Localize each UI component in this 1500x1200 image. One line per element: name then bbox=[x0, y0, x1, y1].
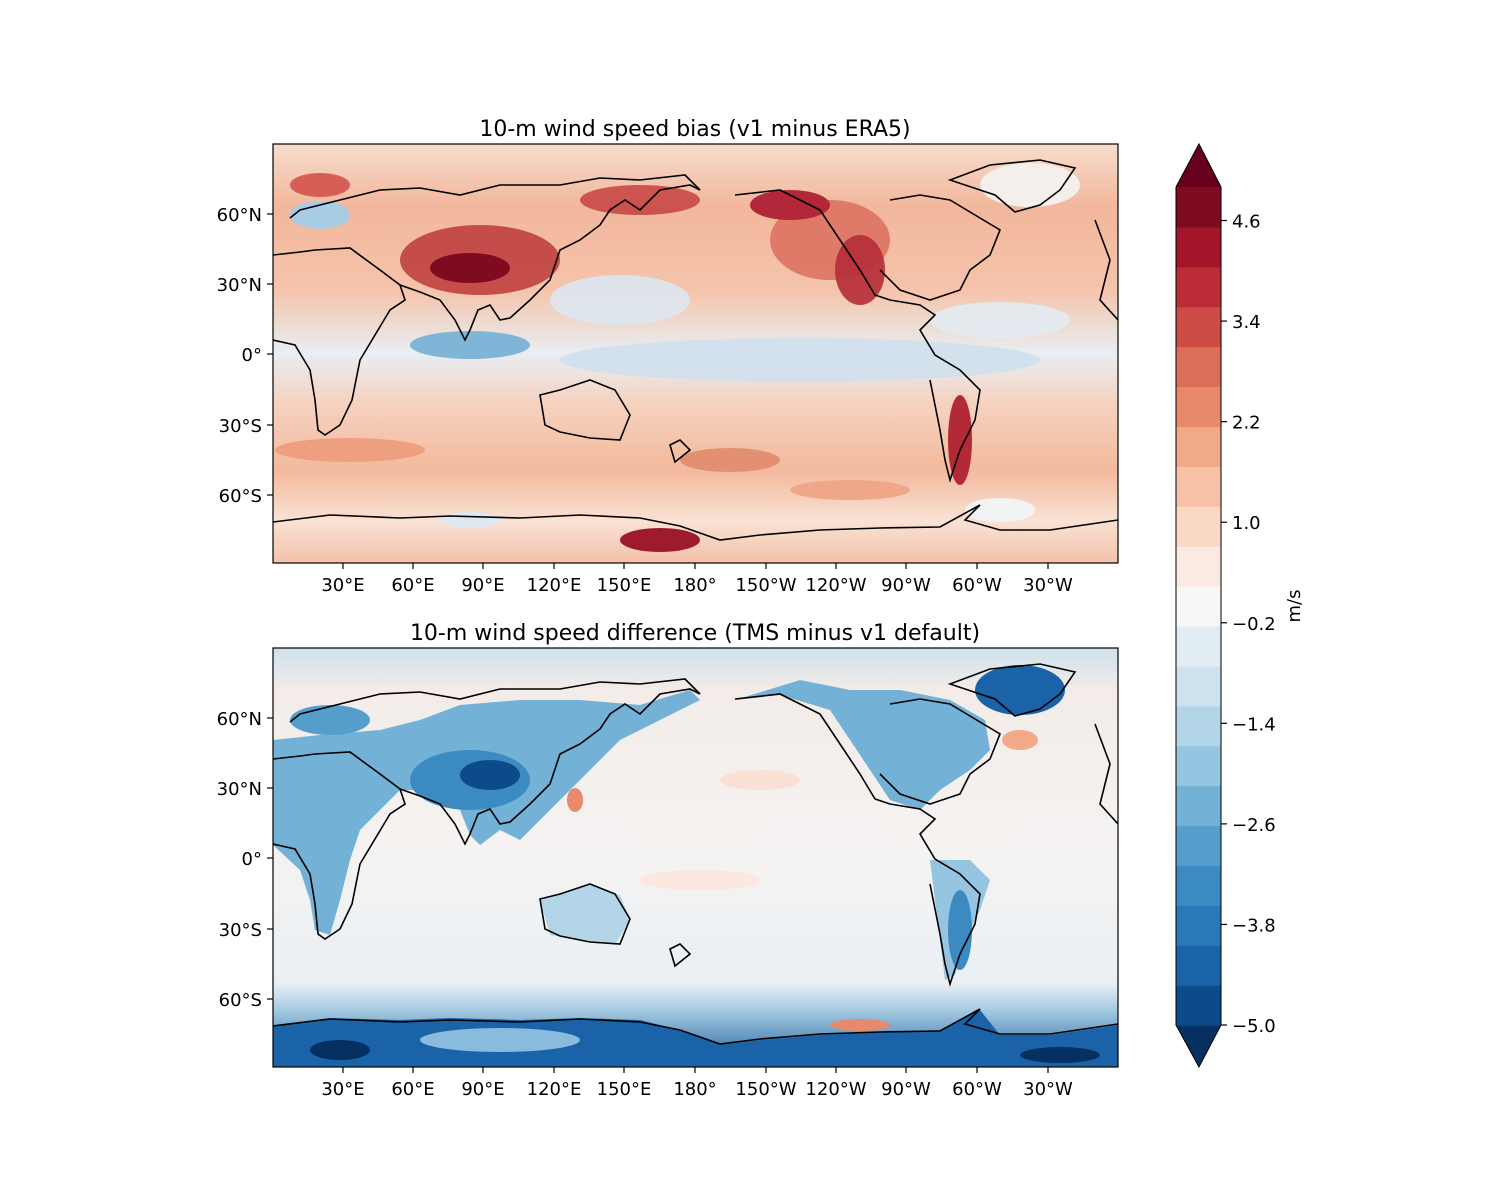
lon-tick-label: 180° bbox=[673, 1079, 716, 1100]
axes-difference: 60°N 30°N 0° 30°S 60°S 30°E 60°E 90°E 120°E 150°E… bbox=[217, 709, 1073, 1100]
coastlines-difference bbox=[273, 663, 1118, 1045]
coastlines-bias bbox=[273, 159, 1118, 541]
colorbar-band bbox=[1176, 266, 1221, 308]
colorbar-band bbox=[1176, 506, 1221, 547]
colorbar-tick-label: 3.4 bbox=[1232, 312, 1261, 333]
lon-tick-label: 30°E bbox=[321, 575, 364, 596]
colorbar-band bbox=[1176, 825, 1221, 866]
lon-tick-label: 60°E bbox=[391, 1079, 434, 1100]
colorbar-bands bbox=[1176, 144, 1221, 1067]
colorbar-band bbox=[1176, 546, 1221, 587]
lon-tick-label: 120°W bbox=[805, 1079, 866, 1100]
lat-tick-label: 30°N bbox=[217, 275, 262, 296]
colorbar-band bbox=[1176, 426, 1221, 467]
colorbar-band bbox=[1176, 187, 1221, 228]
colorbar-tick-label: 2.2 bbox=[1232, 413, 1261, 434]
lon-tick-label: 120°E bbox=[527, 575, 582, 596]
colorbar-tick-label: −5.0 bbox=[1232, 1016, 1276, 1037]
colorbar-tick-label: 4.6 bbox=[1232, 212, 1261, 233]
lon-tick-label: 60°W bbox=[952, 1079, 1002, 1100]
bias-field bbox=[273, 144, 1118, 563]
colorbar-label: m/s bbox=[1284, 590, 1305, 623]
lon-tick-label: 30°E bbox=[321, 1079, 364, 1100]
lon-tick-label: 90°E bbox=[461, 575, 504, 596]
colorbar-band bbox=[1176, 386, 1221, 428]
colorbar-band bbox=[1176, 705, 1221, 747]
colorbar-band bbox=[1176, 665, 1221, 707]
colorbar-tick-label: 1.0 bbox=[1232, 513, 1261, 534]
lat-tick-label: 0° bbox=[242, 849, 262, 870]
lon-tick-label: 90°E bbox=[461, 1079, 504, 1100]
lon-tick-label: 120°E bbox=[527, 1079, 582, 1100]
colorbar-band bbox=[1176, 226, 1221, 268]
lon-tick-label: 60°E bbox=[391, 575, 434, 596]
colorbar-band bbox=[1176, 346, 1221, 388]
colorbar: 4.6 3.4 2.2 1.0 −0.2 −1.4 −2.6 −3.8 −5.0 m/s bbox=[1175, 142, 1305, 1069]
lat-tick-label: 0° bbox=[242, 345, 262, 366]
map-panel-difference: 10-m wind speed difference (TMS minus v1… bbox=[217, 621, 1119, 1100]
lon-tick-label: 180° bbox=[673, 575, 716, 596]
lon-tick-label: 60°W bbox=[952, 575, 1002, 596]
colorbar-tick-label: −1.4 bbox=[1232, 714, 1276, 735]
colorbar-tick-label: −3.8 bbox=[1232, 915, 1276, 936]
lon-tick-label: 150°W bbox=[735, 1079, 796, 1100]
lon-tick-label: 120°W bbox=[805, 575, 866, 596]
lon-tick-label: 150°E bbox=[597, 1079, 652, 1100]
colorbar-extend-min bbox=[1176, 1025, 1221, 1067]
colorbar-band bbox=[1176, 785, 1221, 827]
lat-tick-label: 60°S bbox=[219, 990, 262, 1011]
colorbar-band bbox=[1176, 865, 1221, 906]
colorbar-extend-max bbox=[1176, 144, 1221, 187]
lon-tick-label: 150°E bbox=[597, 575, 652, 596]
lon-tick-label: 30°W bbox=[1023, 1079, 1073, 1100]
panel-title-difference: 10-m wind speed difference (TMS minus v1… bbox=[410, 621, 980, 646]
lon-tick-label: 90°W bbox=[881, 1079, 931, 1100]
lat-tick-label: 30°S bbox=[219, 920, 262, 941]
colorbar-ticks: 4.6 3.4 2.2 1.0 −0.2 −1.4 −2.6 −3.8 −5.0 bbox=[1221, 212, 1276, 1037]
lon-tick-label: 90°W bbox=[881, 575, 931, 596]
difference-field bbox=[273, 648, 1118, 1067]
lon-tick-label: 150°W bbox=[735, 575, 796, 596]
colorbar-band bbox=[1176, 306, 1221, 348]
colorbar-band bbox=[1176, 466, 1221, 507]
map-panel-bias: 10-m wind speed bias (v1 minus ERA5) bbox=[217, 117, 1119, 596]
lat-tick-label: 30°S bbox=[219, 416, 262, 437]
lat-tick-label: 60°N bbox=[217, 205, 262, 226]
colorbar-tick-label: −0.2 bbox=[1232, 614, 1276, 635]
lat-tick-label: 60°S bbox=[219, 486, 262, 507]
colorbar-band bbox=[1176, 586, 1221, 627]
panel-title-bias: 10-m wind speed bias (v1 minus ERA5) bbox=[479, 117, 910, 142]
axes-bias: 60°N 30°N 0° 30°S 60°S 30°E 60°E 90°E 120°E 150°E… bbox=[217, 205, 1073, 596]
colorbar-band bbox=[1176, 945, 1221, 986]
colorbar-tick-label: −2.6 bbox=[1232, 815, 1276, 836]
lat-tick-label: 30°N bbox=[217, 779, 262, 800]
colorbar-band bbox=[1176, 985, 1221, 1026]
colorbar-band bbox=[1176, 745, 1221, 787]
colorbar-band bbox=[1176, 905, 1221, 946]
lon-tick-label: 30°W bbox=[1023, 575, 1073, 596]
colorbar-band bbox=[1176, 625, 1221, 667]
lat-tick-label: 60°N bbox=[217, 709, 262, 730]
